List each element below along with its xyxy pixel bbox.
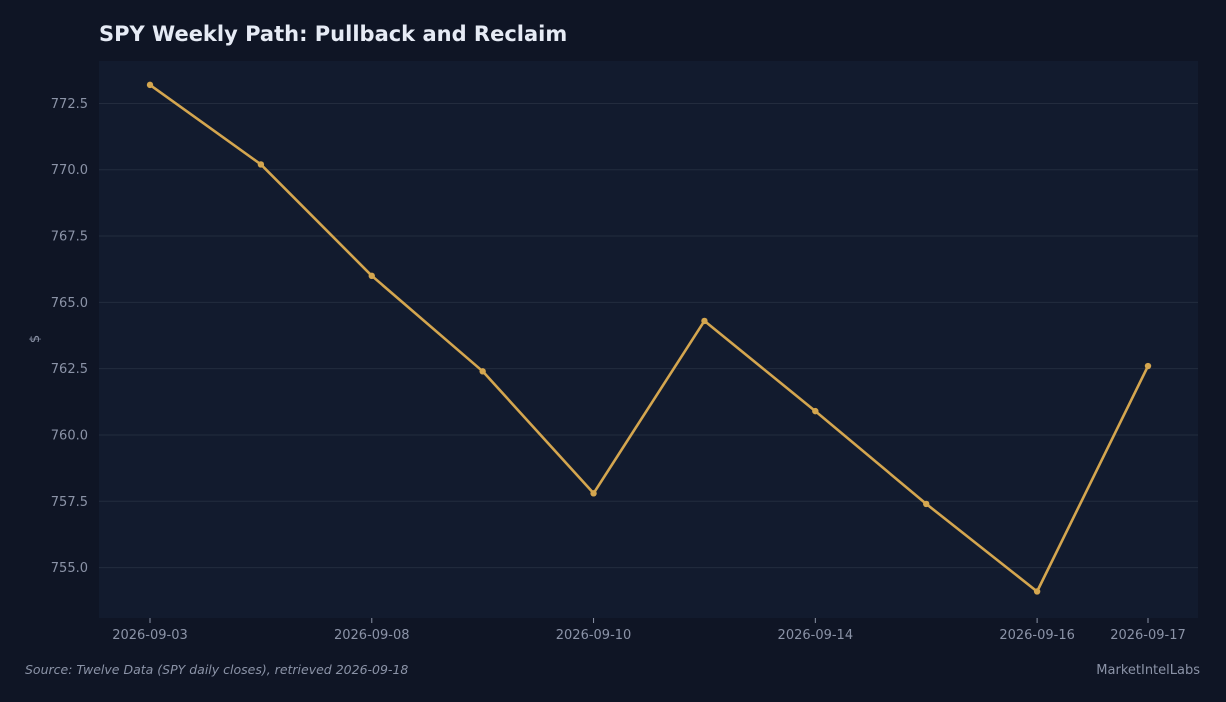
y-tick-label: 757.5: [51, 495, 88, 510]
y-tick-label: 767.5: [51, 230, 88, 245]
data-point: [1144, 362, 1152, 370]
data-point: [923, 500, 930, 508]
brand-label: MarketIntelLabs: [1096, 663, 1200, 678]
y-tick-label: 755.0: [51, 561, 88, 576]
chart-title: SPY Weekly Path: Pullback and Reclaim: [99, 22, 567, 46]
y-tick-label: 770.0: [51, 163, 88, 178]
plot-area: [99, 61, 1198, 618]
data-point: [257, 161, 265, 168]
series-layer: [146, 81, 1152, 595]
data-point: [701, 317, 708, 325]
x-tick-label: 2026-09-08: [334, 628, 410, 643]
data-point: [146, 81, 154, 89]
data-point: [479, 368, 486, 375]
x-axis-ticks: 2026-09-03 2026-09-08 2026-09-10 2026-09-14…: [112, 618, 1186, 643]
data-point: [1033, 588, 1041, 595]
y-axis-ticks: 755.0 757.5 760.0 762.5 765.0 767.5 770.0 772.5: [51, 97, 88, 576]
x-tick-label: 2026-09-10: [556, 628, 632, 643]
y-axis-label: $: [28, 335, 43, 343]
x-tick-label: 2026-09-14: [778, 628, 854, 643]
x-tick-label: 2026-09-16: [999, 628, 1075, 643]
source-note: Source: Twelve Data (SPY daily closes), …: [25, 662, 408, 677]
y-tick-label: 765.0: [51, 296, 88, 311]
y-tick-label: 762.5: [51, 362, 88, 377]
data-point: [590, 490, 597, 497]
data-point: [812, 407, 819, 415]
series-line: [148, 83, 1150, 593]
data-point: [368, 272, 375, 280]
x-tick-label: 2026-09-03: [112, 628, 188, 643]
grid-layer: [99, 102, 1198, 569]
y-tick-label: 772.5: [51, 97, 88, 112]
y-tick-label: 760.0: [51, 428, 88, 443]
x-tick-label: 2026-09-17: [1110, 628, 1186, 643]
